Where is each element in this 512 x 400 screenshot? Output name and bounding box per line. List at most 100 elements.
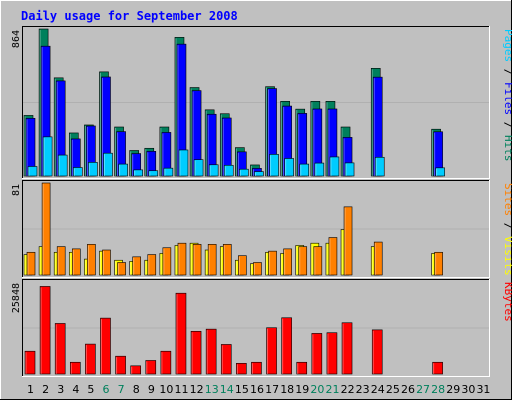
top-bar-pages-17 [269,154,279,177]
middle-series-label-part-0: Sites [502,183,512,216]
x-tick-label-21: 21 [325,383,339,396]
middle-ymax-label: 81 [11,184,22,196]
top-bar-pages-28 [435,167,445,177]
top-bar-pages-16 [254,171,264,177]
middle-bar-sites-13 [207,244,217,276]
x-tick-label-20: 20 [310,383,324,396]
top-bar-pages-8 [133,169,143,177]
top-series-label-part-3: / [502,115,512,135]
bottom-bar-kbytes-19 [296,361,308,375]
middle-bar-sites-3 [56,246,66,276]
x-tick-label-29: 29 [446,383,460,396]
x-tick-label-12: 12 [190,383,204,396]
middle-series-label-part-1: / [502,216,512,236]
top-bar-pages-21 [329,156,340,177]
bottom-bar-kbytes-11 [175,292,187,375]
middle-bar-sites-9 [147,254,157,276]
middle-bar-sites-28 [434,251,443,276]
middle-bar-sites-24 [373,241,383,276]
middle-bar-sites-21 [328,237,338,276]
bottom-bar-kbytes-8 [130,365,141,375]
bottom-ymax-label: 25848 [11,283,22,313]
bottom-bar-kbytes-15 [236,363,247,375]
middle-bar-sites-15 [238,255,247,276]
middle-bar-sites-19 [298,246,308,276]
top-bar-pages-13 [208,164,219,177]
bottom-bar-kbytes-28 [432,361,443,375]
x-tick-label-6: 6 [103,383,110,396]
middle-bar-sites-16 [253,262,262,276]
bottom-series-label: KBytes [502,282,512,322]
middle-bar-sites-20 [313,246,323,276]
top-bar-pages-4 [72,167,83,177]
top-bar-pages-9 [148,170,159,177]
x-tick-label-3: 3 [57,383,64,396]
middle-bar-sites-17 [268,250,277,276]
top-bar-pages-24 [374,156,385,177]
x-tick-label-15: 15 [235,383,249,396]
top-bar-pages-10 [163,167,174,177]
bottom-bar-kbytes-2 [39,286,51,375]
top-bar-pages-14 [223,164,234,177]
bottom-bar-kbytes-16 [251,361,262,375]
top-bar-pages-2 [42,136,53,177]
top-bar-pages-20 [314,162,325,177]
x-axis: 1 2 3 4 5 6 7 8 9 10 11 12 13 14 15 16 17 18 19 20 21 22 23 24 2… [27,383,490,396]
bottom-bar-kbytes-12 [190,330,202,375]
middle-bar-sites-18 [283,248,292,276]
middle-bar-sites-6 [102,249,111,276]
x-tick-label-18: 18 [280,383,294,396]
chart-title: Daily usage for September 2008 [21,9,238,23]
bottom-bar-kbytes-21 [326,332,338,375]
top-series-label-part-1: / [502,62,512,82]
x-tick-label-19: 19 [295,383,309,396]
bottom-bar-kbytes-10 [160,350,172,375]
bottom-bar-kbytes-17 [266,327,277,375]
x-tick-label-16: 16 [250,383,264,396]
top-bar-pages-1 [27,166,38,177]
middle-bar-sites-8 [132,256,141,276]
top-bar-pages-18 [284,158,294,177]
middle-bar-sites-10 [162,247,172,276]
top-series-label: Pages / Files / Hits [502,29,512,162]
middle-bar-sites-5 [87,244,96,276]
middle-bar-sites-22 [343,206,353,276]
top-series-label-part-4: Hits [502,135,512,162]
x-tick-label-17: 17 [265,383,279,396]
x-tick-label-30: 30 [461,383,475,396]
top-series-label-part-0: Pages [502,29,512,62]
panels-layer: 864 81 25848 Pages / Files / Hits Sites / Vi… [11,26,512,377]
top-bar-pages-5 [88,162,98,177]
x-tick-label-25: 25 [386,383,400,396]
middle-bar-sites-11 [177,242,187,276]
x-tick-label-31: 31 [476,383,490,396]
middle-series-label-part-2: Visits [502,236,512,276]
middle-bar-sites-12 [192,244,202,276]
x-tick-label-9: 9 [148,383,155,396]
bottom-series-label-part-0: KBytes [502,282,512,322]
x-tick-label-14: 14 [220,383,234,396]
top-series-label-part-2: Files [502,82,512,115]
x-tick-label-23: 23 [356,383,370,396]
bottom-bar-kbytes-3 [54,323,66,375]
x-tick-label-24: 24 [371,383,385,396]
top-bar-pages-12 [193,159,204,177]
x-tick-label-26: 26 [401,383,415,396]
bottom-bar-kbytes-4 [69,361,81,375]
middle-bar-sites-14 [222,244,232,276]
x-tick-label-27: 27 [416,383,430,396]
bottom-bar-kbytes-24 [371,329,383,375]
x-tick-label-2: 2 [42,383,49,396]
bottom-bar-kbytes-7 [115,355,126,375]
bottom-bar-kbytes-1 [24,350,36,375]
x-tick-label-22: 22 [341,383,355,396]
top-bar-pages-7 [118,163,128,177]
x-tick-label-5: 5 [87,383,94,396]
bottom-bar-kbytes-9 [145,360,157,375]
top-bar-pages-22 [344,162,355,177]
x-tick-label-28: 28 [431,383,445,396]
x-tick-label-7: 7 [118,383,125,396]
bottom-bar-kbytes-22 [341,322,353,375]
top-bar-pages-6 [103,152,113,177]
